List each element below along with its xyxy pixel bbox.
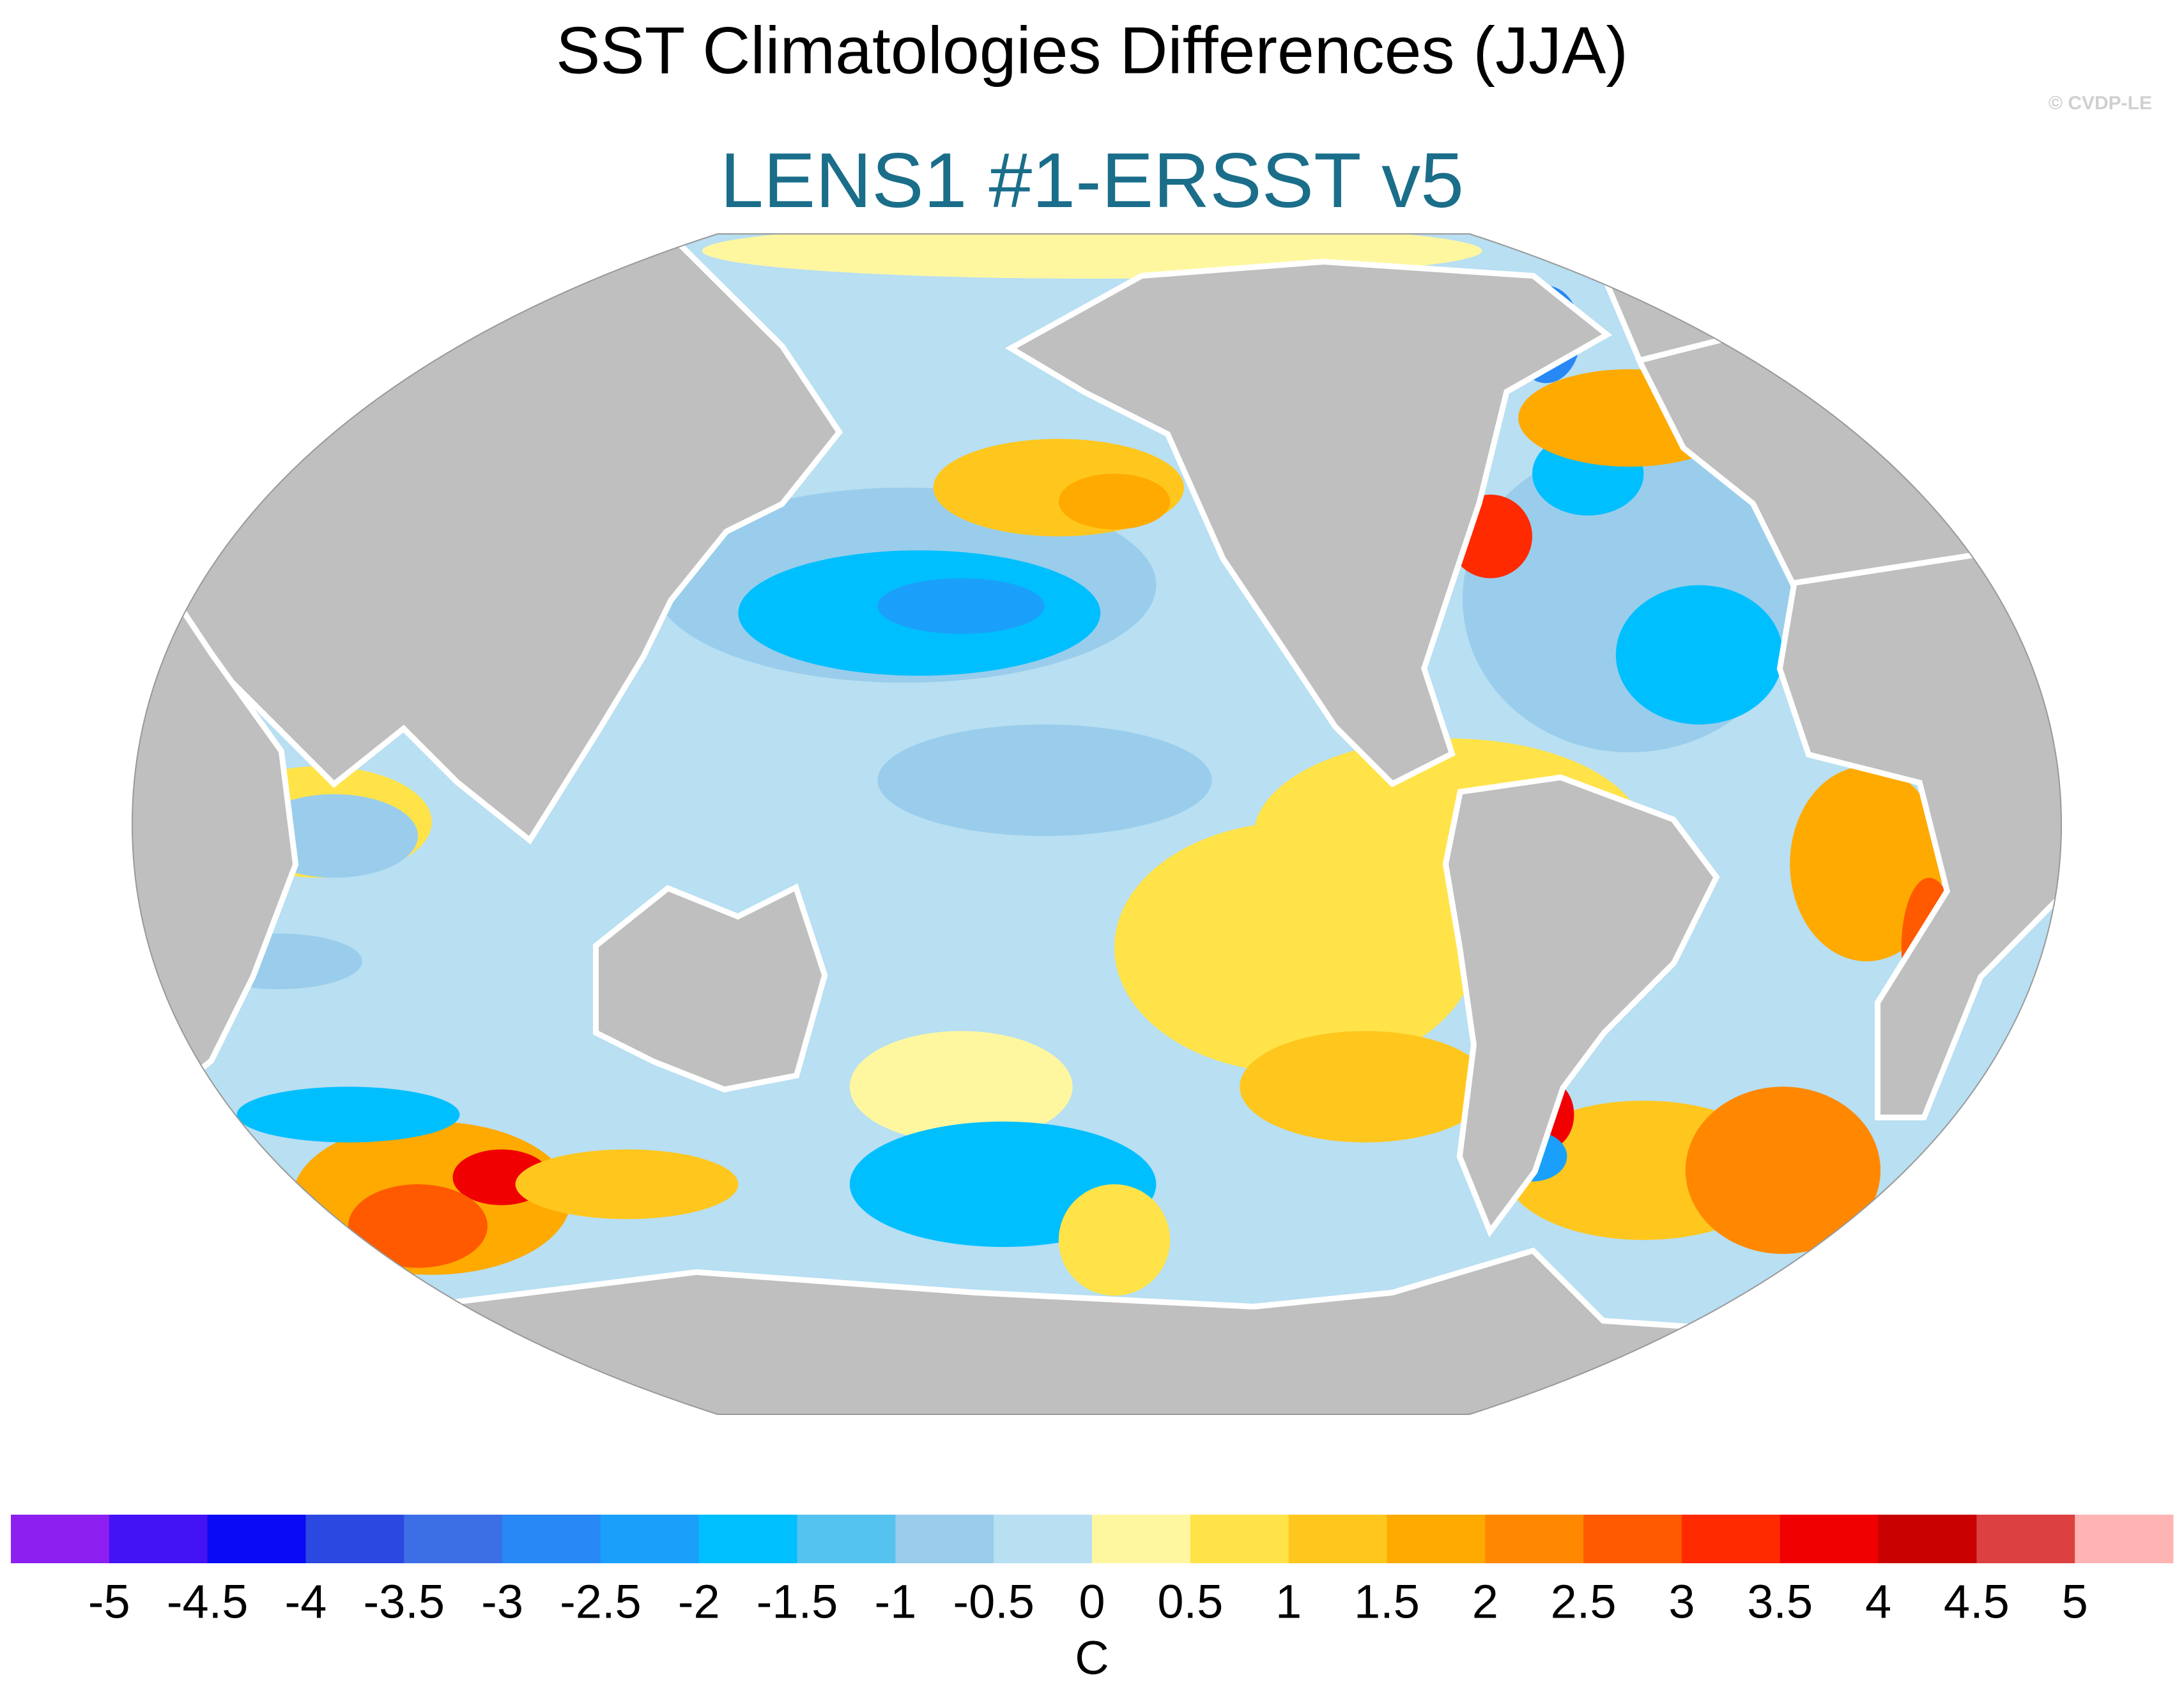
colorbar-tick-label: -3: [481, 1575, 523, 1628]
colorbar-tick-label: 0: [1079, 1575, 1105, 1628]
map: [132, 234, 2061, 1414]
colorbar-swatch: [2075, 1515, 2174, 1563]
anomaly-region: [849, 1031, 1073, 1143]
anomaly-region: [1058, 1184, 1171, 1296]
colorbar-label: C: [1075, 1632, 1109, 1685]
colorbar-tick-label: -5: [88, 1575, 130, 1628]
map-border: [131, 233, 2063, 1415]
colorbar-swatch: [404, 1515, 503, 1563]
anomaly-region: [1058, 474, 1171, 530]
colorbar-tick-label: -1.5: [757, 1575, 838, 1628]
title: SST Climatologies Differences (JJA): [556, 13, 1628, 88]
colorbar-tick-label: -2.5: [560, 1575, 642, 1628]
colorbar-tick-label: -0.5: [953, 1575, 1034, 1628]
colorbar-swatch: [502, 1515, 601, 1563]
land: [1004, 258, 1612, 787]
colorbar-tick-label: 1: [1275, 1575, 1302, 1628]
colorbar-swatch: [207, 1515, 306, 1563]
colorbar-swatch: [1780, 1515, 1879, 1563]
colorbar-swatch: [1387, 1515, 1486, 1563]
anomaly-region: [877, 578, 1045, 634]
land: [1442, 774, 1720, 1238]
anomaly-region: [1790, 766, 1944, 962]
colorbar-tick-label: 2: [1472, 1575, 1498, 1628]
colorbar-tick-label: 4.5: [1944, 1575, 2010, 1628]
anomaly-region: [236, 1086, 460, 1143]
anomaly-region: [348, 1184, 488, 1268]
anomaly-region: [1240, 1031, 1491, 1143]
subtitle: LENS1 #1-ERSST v5: [720, 137, 1464, 224]
colorbar-swatch: [1485, 1515, 1584, 1563]
land: [132, 510, 299, 1120]
colorbar-tick-label: 1.5: [1354, 1575, 1420, 1628]
colorbar-tick-label: -3.5: [364, 1575, 445, 1628]
colorbar-swatch: [1583, 1515, 1682, 1563]
colorbar-swatch: [1190, 1515, 1289, 1563]
colorbar-tick-label: 5: [2062, 1575, 2088, 1628]
colorbar-swatch: [11, 1515, 110, 1563]
colorbar-swatch: [797, 1515, 896, 1563]
anomaly-region: [515, 1149, 739, 1219]
colorbar-tick-label: -2: [678, 1575, 720, 1628]
colorbar-tick-label: -4.5: [167, 1575, 249, 1628]
colorbar-tick-label: 3.5: [1747, 1575, 1813, 1628]
colorbar-tick-label: -4: [285, 1575, 327, 1628]
land: [1776, 551, 2061, 1120]
colorbar-swatch: [305, 1515, 404, 1563]
colorbar-tick-label: 3: [1668, 1575, 1695, 1628]
credit: © CVDP-LE: [2049, 93, 2152, 114]
colorbar-swatch: [1976, 1515, 2075, 1563]
anomaly-region: [1685, 1086, 1880, 1254]
anomaly-region: [1615, 585, 1783, 725]
colorbar-swatch: [1878, 1515, 1977, 1563]
colorbar-swatch: [698, 1515, 798, 1563]
colorbar-swatch: [1092, 1515, 1191, 1563]
colorbar-tick-label: 2.5: [1551, 1575, 1617, 1628]
land: [593, 883, 828, 1093]
colorbar-swatch: [600, 1515, 700, 1563]
anomaly-region: [877, 724, 1212, 837]
colorbar-swatch: [895, 1515, 994, 1563]
colorbar-tick-label: -1: [874, 1575, 916, 1628]
colorbar-tick-label: 4: [1865, 1575, 1891, 1628]
colorbar-swatch: [1681, 1515, 1781, 1563]
colorbar-tick-label: 0.5: [1157, 1575, 1223, 1628]
colorbar-swatch: [1288, 1515, 1387, 1563]
colorbar-swatch: [109, 1515, 208, 1563]
anomaly-region: [1114, 822, 1477, 1073]
colorbar-swatch: [994, 1515, 1093, 1563]
colorbar: -5 -4.5 -4 -3.5 -3 -2.5 -2 -1.5 -1 -0.5 0 0.5 1 1.5 2 2…: [11, 1515, 2174, 1685]
